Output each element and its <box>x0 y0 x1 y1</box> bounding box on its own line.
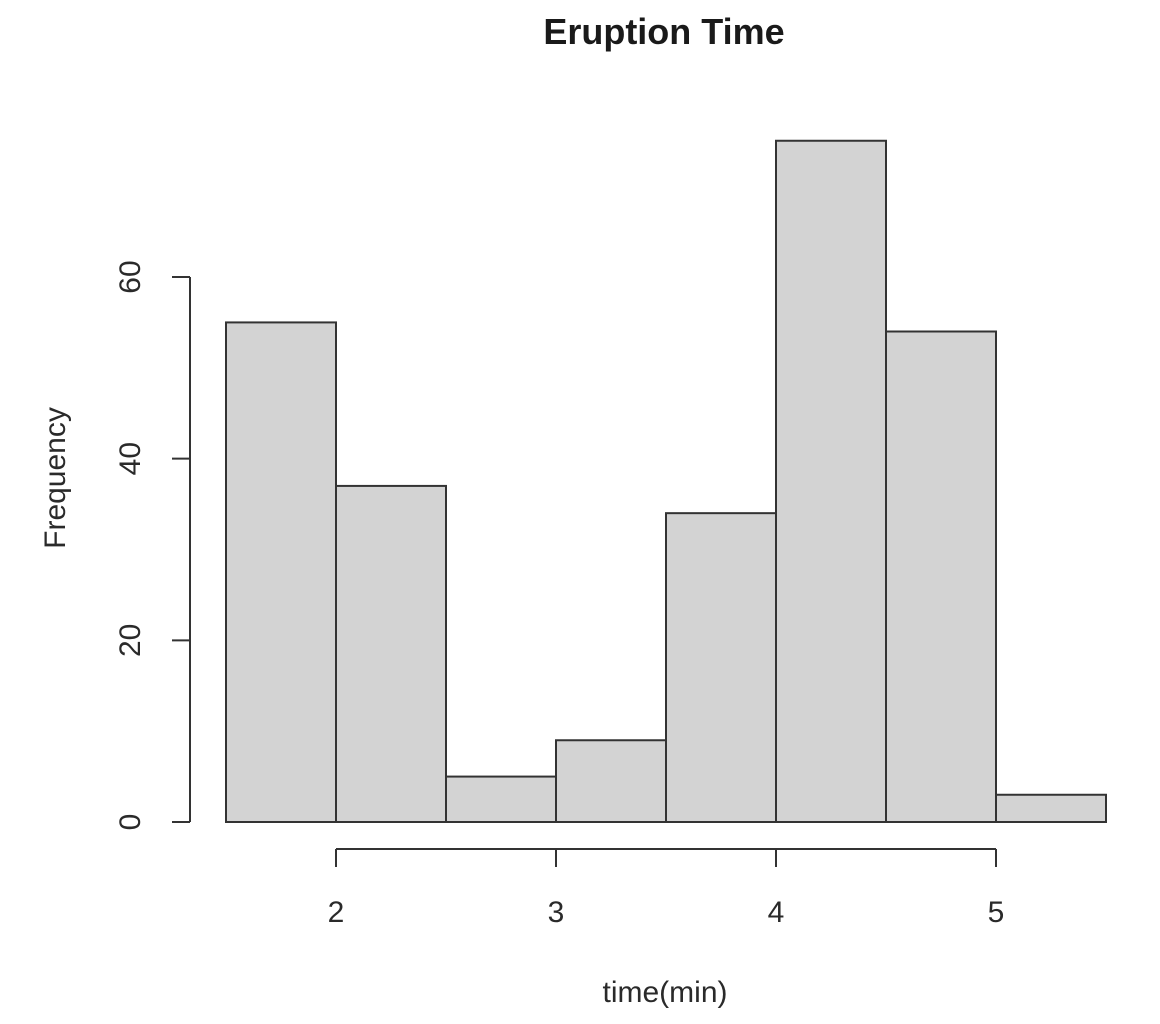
histogram-bar-5 <box>665 512 777 824</box>
histogram-bar-3 <box>445 775 557 823</box>
histogram-bar-4 <box>555 739 667 823</box>
y-tick-label-20: 20 <box>114 624 147 657</box>
y-tick-label-0: 0 <box>114 814 147 831</box>
x-axis-label: time(min) <box>603 976 728 1009</box>
histogram-bar-7 <box>885 330 997 823</box>
x-tick-label-3: 3 <box>548 896 565 929</box>
histogram-bar-8 <box>995 793 1107 823</box>
y-axis: 0 20 40 60 <box>114 260 191 831</box>
histogram-bar-1 <box>225 321 337 823</box>
y-tick-label-40: 40 <box>114 442 147 475</box>
bars-group <box>225 139 1107 824</box>
chart-title: Eruption Time <box>543 11 784 52</box>
x-tick-label-4: 4 <box>768 896 785 929</box>
x-tick-label-2: 2 <box>328 896 345 929</box>
x-tick-label-5: 5 <box>988 896 1005 929</box>
y-tick-label-60: 60 <box>114 260 147 293</box>
y-axis-label: Frequency <box>39 407 72 549</box>
x-axis: 2 3 4 5 <box>328 848 1005 929</box>
histogram-bar-6 <box>775 139 887 823</box>
histogram-bar-2 <box>335 484 447 823</box>
